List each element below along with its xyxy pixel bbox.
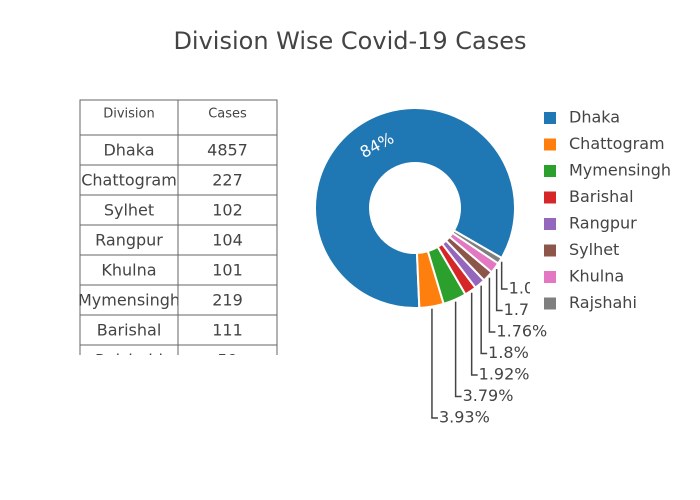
cell xyxy=(79,344,179,355)
leader-line xyxy=(495,269,503,312)
cell-text: Mymensingh xyxy=(78,291,180,310)
table: Division Cases Dhaka 4857 Chattogram 227 Sylhe… xyxy=(78,99,278,370)
slice-label: 1.8% xyxy=(488,343,529,362)
legend-label: Rajshahi xyxy=(569,293,637,312)
cell-text: 104 xyxy=(212,231,243,250)
cell-text: 101 xyxy=(212,261,243,280)
legend-swatch xyxy=(544,218,556,230)
legend-swatch xyxy=(544,112,556,124)
header-text: Cases xyxy=(208,107,247,122)
leader-line xyxy=(454,301,462,398)
cell-text: 227 xyxy=(212,171,243,190)
cell xyxy=(177,134,278,166)
header-text: Division xyxy=(103,107,155,122)
legend-label: Mymensingh xyxy=(569,161,671,180)
cell xyxy=(177,344,278,355)
legend-bg xyxy=(530,100,700,320)
cell-text: Barishal xyxy=(97,321,162,340)
leader-line xyxy=(431,308,438,419)
cell-text: Rajshahi xyxy=(95,351,163,370)
cell-text: 111 xyxy=(212,321,243,340)
leader-line xyxy=(488,277,496,333)
cell xyxy=(177,224,278,256)
cell xyxy=(79,134,179,166)
leader-line xyxy=(470,292,478,376)
cell-text: Rangpur xyxy=(95,231,163,250)
slice-label: 1.76% xyxy=(496,322,547,341)
legend-swatch xyxy=(544,244,556,257)
cell xyxy=(177,284,278,316)
cell-text: Sylhet xyxy=(104,201,154,220)
leader-line xyxy=(480,285,488,355)
legend-swatch xyxy=(544,138,556,151)
cell-text: Chattogram xyxy=(81,171,177,190)
legend-label: Chattogram xyxy=(569,134,665,153)
legend-swatch xyxy=(544,271,556,283)
slice-label: 3.79% xyxy=(463,386,514,405)
slice-label: 3.93% xyxy=(439,408,490,427)
slice xyxy=(314,107,516,309)
chart-title: Division Wise Covid-19 Cases xyxy=(173,27,526,55)
cell xyxy=(177,314,278,346)
header-cell xyxy=(79,99,179,136)
cell-text: 4857 xyxy=(207,141,248,160)
cell xyxy=(177,164,278,196)
cell-text: Dhaka xyxy=(103,141,154,160)
legend-label: Dhaka xyxy=(569,108,620,127)
cell-text: 219 xyxy=(212,291,243,310)
cell xyxy=(177,194,278,226)
legend-swatch xyxy=(544,297,556,310)
legend-label: Rangpur xyxy=(569,214,637,233)
header-cell xyxy=(177,99,278,136)
slice-label: 1.92% xyxy=(479,365,530,384)
legend-label: Barishal xyxy=(569,187,634,206)
cell-text: 59 xyxy=(217,351,237,370)
legend-label: Khulna xyxy=(569,267,624,286)
slice xyxy=(451,229,503,265)
legend-label: Sylhet xyxy=(569,240,619,259)
legend-swatch xyxy=(544,191,556,204)
cell-text: 102 xyxy=(212,201,243,220)
legend-swatch xyxy=(544,165,556,177)
cell xyxy=(177,254,278,286)
cell-text: Khulna xyxy=(101,261,156,280)
leader-line xyxy=(500,261,508,290)
